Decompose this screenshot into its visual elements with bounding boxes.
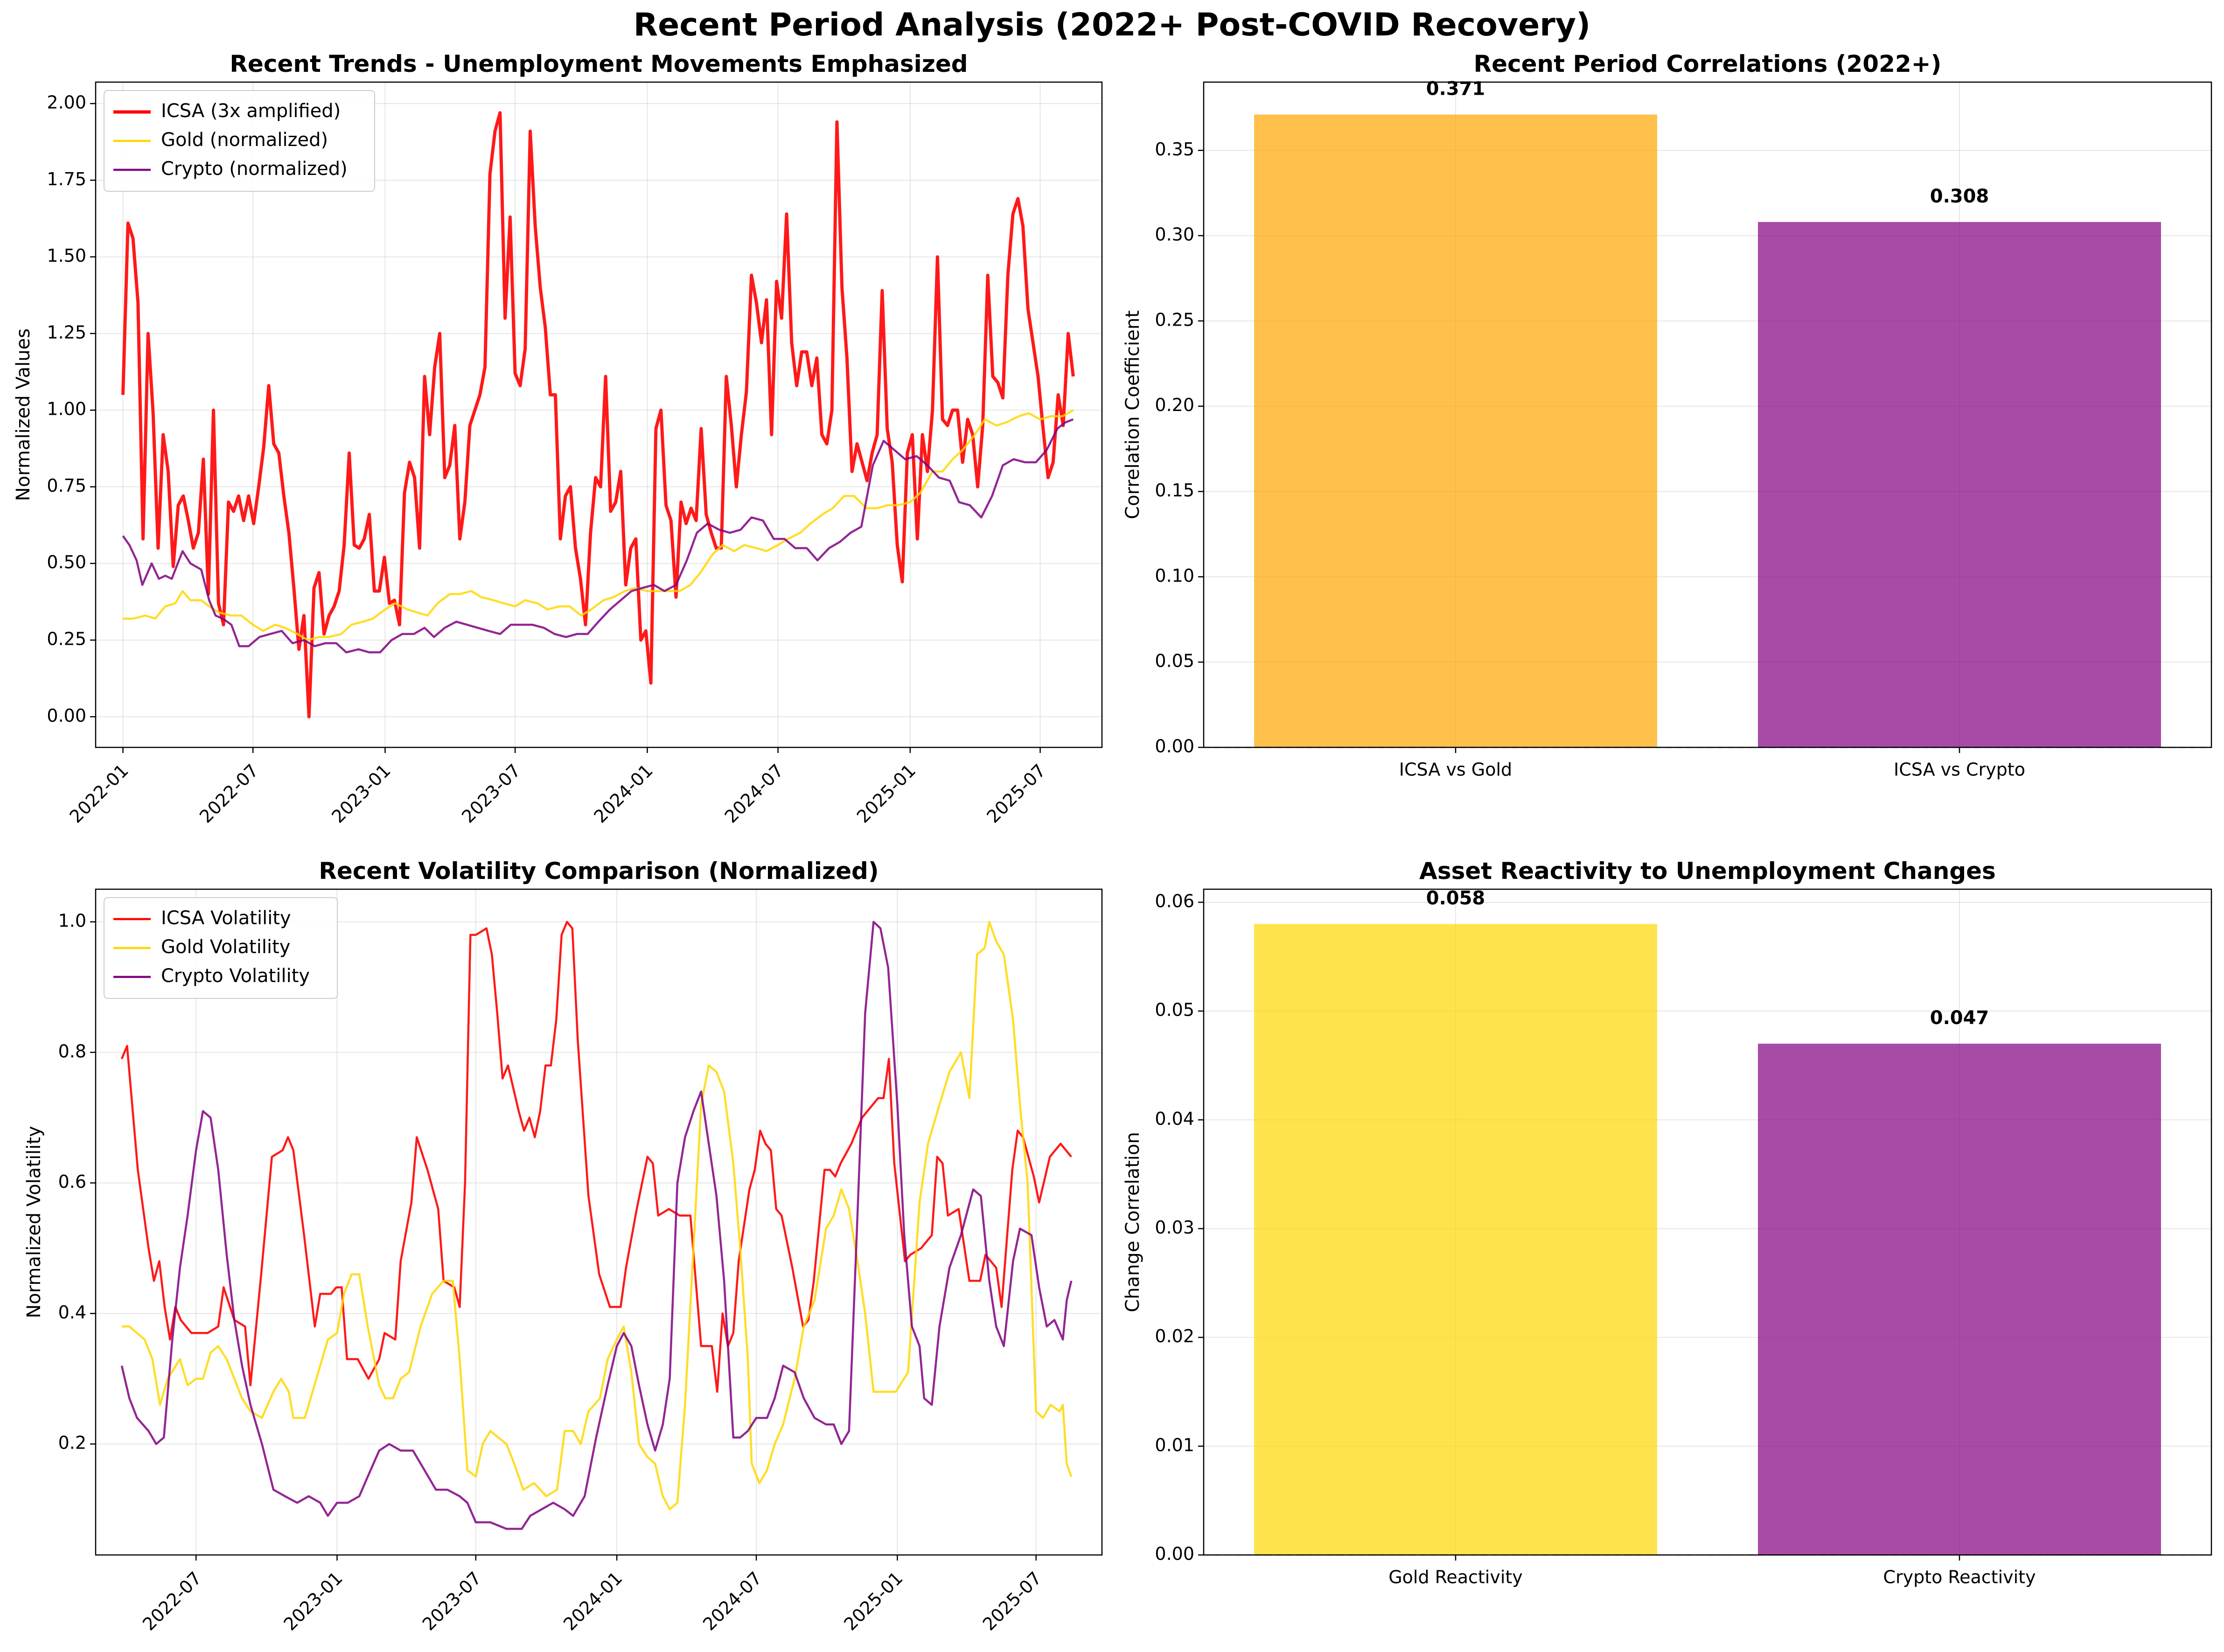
panel-3: Asset Reactivity to Unemployment Changes…	[1122, 857, 2211, 1588]
panel-1-y-tick-label: 0.25	[1155, 309, 1194, 330]
panel-3-x-tick-label: Gold Reactivity	[1388, 1567, 1523, 1588]
panel-2-title: Recent Volatility Comparison (Normalized…	[319, 857, 878, 885]
legend-label-icsa: ICSA Volatility	[161, 907, 291, 929]
panel-0-x-tick-label: 2022-07	[195, 760, 262, 827]
panel-1-y-tick-label: 0.00	[1155, 736, 1194, 757]
panel-0-y-tick-label: 0.50	[47, 552, 86, 572]
series-icsa-line	[123, 113, 1074, 717]
panel-3-x-tick-label: Crypto Reactivity	[1883, 1567, 2036, 1588]
panel-1-y-tick-label: 0.10	[1155, 565, 1194, 586]
panel-0-y-tick-label: 1.00	[47, 399, 86, 419]
panel-1-x-tick-label: ICSA vs Gold	[1399, 760, 1512, 780]
panel-0-x-tick-label: 2023-01	[328, 760, 394, 827]
panel-0-y-tick-label: 2.00	[47, 92, 86, 113]
panel-0-y-tick-label: 1.50	[47, 245, 86, 266]
panel-2-y-axis-label: Normalized Volatility	[23, 1126, 45, 1318]
legend-label-crypto: Crypto (normalized)	[161, 158, 348, 180]
panel-3-title: Asset Reactivity to Unemployment Changes	[1419, 857, 1996, 885]
legend-label-icsa: ICSA (3x amplified)	[161, 100, 341, 122]
panel-0-y-tick-label: 0.25	[47, 629, 86, 649]
panel-3-y-axis-label: Change Correlation	[1122, 1132, 1143, 1312]
panel-3-y-tick-label: 0.04	[1155, 1108, 1194, 1129]
panel-0-y-tick-label: 0.00	[47, 705, 86, 726]
panel-0-y-tick-label: 1.75	[47, 169, 86, 189]
panel-2-y-tick-label: 0.4	[58, 1302, 86, 1323]
panel-2-x-tick-label: 2023-01	[279, 1568, 346, 1634]
panel-0-y-axis-label: Normalized Values	[13, 328, 34, 501]
panel-2-x-tick-label: 2023-07	[418, 1568, 485, 1634]
panel-2-x-tick-label: 2024-07	[699, 1568, 766, 1634]
legend-label-gold: Gold (normalized)	[161, 129, 328, 151]
bar-value-label: 0.371	[1426, 78, 1485, 99]
panel-2: Recent Volatility Comparison (Normalized…	[23, 857, 1102, 1635]
panel-0-title: Recent Trends - Unemployment Movements E…	[230, 50, 968, 77]
bar-gold-reactivity	[1254, 924, 1657, 1555]
panel-2-x-tick-label: 2025-01	[840, 1568, 906, 1634]
panel-3-y-tick-label: 0.05	[1155, 1000, 1194, 1020]
bar-icsa-vs-crypto	[1758, 222, 2161, 747]
legend-label-gold: Gold Volatility	[161, 936, 290, 958]
panel-2-x-tick-label: 2024-01	[559, 1568, 626, 1634]
panel-1-y-tick-label: 0.20	[1155, 395, 1194, 415]
bar-value-label: 0.058	[1426, 888, 1485, 909]
panel-2-y-tick-label: 0.6	[58, 1171, 86, 1192]
panel-0-x-tick-label: 2025-01	[853, 760, 920, 827]
panel-3-y-tick-label: 0.01	[1155, 1435, 1194, 1455]
panel-0-x-tick-label: 2024-07	[721, 760, 788, 827]
series-crypto-line	[122, 922, 1071, 1529]
panel-1-y-tick-label: 0.30	[1155, 224, 1194, 245]
panel-2-y-tick-label: 0.2	[58, 1433, 86, 1453]
panel-0-x-tick-label: 2023-07	[458, 760, 524, 827]
series-gold-line	[122, 922, 1071, 1509]
bar-crypto-reactivity	[1758, 1044, 2161, 1555]
panel-2-x-tick-label: 2025-07	[979, 1568, 1046, 1634]
panel-1-y-tick-label: 0.15	[1155, 480, 1194, 501]
panel-0: Recent Trends - Unemployment Movements E…	[13, 50, 1102, 827]
panel-1-title: Recent Period Correlations (2022+)	[1474, 50, 1942, 77]
panel-0-y-tick-label: 1.25	[47, 322, 86, 342]
panel-0-x-tick-label: 2022-01	[65, 760, 132, 827]
panel-3-y-tick-label: 0.00	[1155, 1544, 1194, 1564]
panel-2-y-tick-label: 0.8	[58, 1041, 86, 1061]
panel-0-y-tick-label: 0.75	[47, 475, 86, 496]
bar-icsa-vs-gold	[1254, 114, 1657, 747]
bar-value-label: 0.308	[1930, 186, 1989, 207]
panel-0-x-tick-label: 2025-07	[983, 760, 1050, 827]
panel-2-x-tick-label: 2022-07	[139, 1568, 205, 1634]
panel-0-x-tick-label: 2024-01	[590, 760, 656, 827]
bar-value-label: 0.047	[1930, 1007, 1989, 1029]
panel-1-y-axis-label: Correlation Coefficient	[1122, 310, 1143, 519]
panel-3-y-tick-label: 0.03	[1155, 1217, 1194, 1238]
panel-3-y-tick-label: 0.02	[1155, 1326, 1194, 1346]
panel-1: Recent Period Correlations (2022+) Correl…	[1122, 50, 2211, 780]
panel-1-x-tick-label: ICSA vs Crypto	[1894, 760, 2025, 780]
legend-label-crypto: Crypto Volatility	[161, 965, 310, 987]
series-crypto-line	[123, 419, 1074, 652]
panel-1-y-tick-label: 0.05	[1155, 651, 1194, 671]
panel-2-y-tick-label: 1.0	[58, 910, 86, 931]
panel-3-y-tick-label: 0.06	[1155, 891, 1194, 911]
panel-1-y-tick-label: 0.35	[1155, 139, 1194, 160]
